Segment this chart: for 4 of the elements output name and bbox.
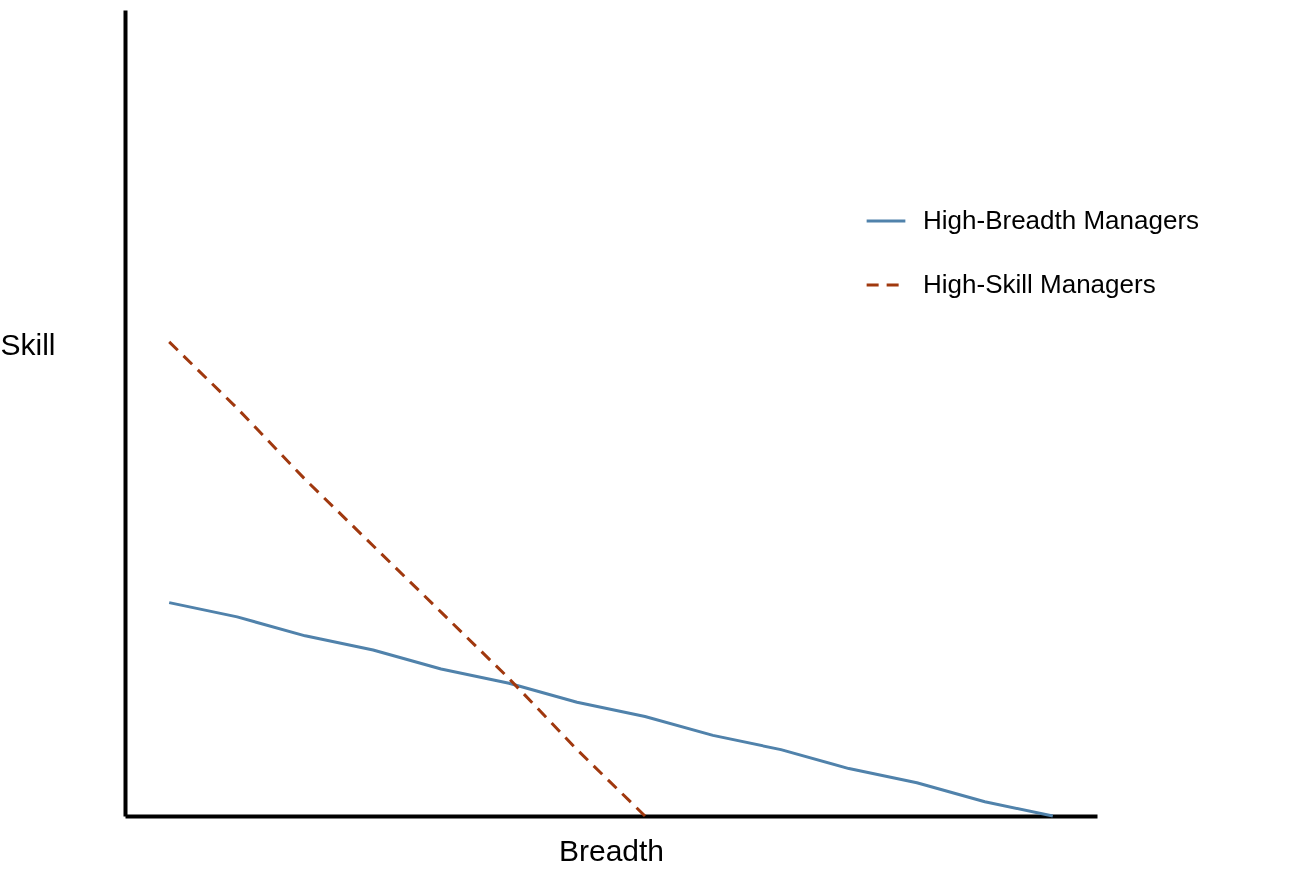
y-axis-title: Skill [0,327,56,361]
legend-label: High-Breadth Managers [923,205,1200,235]
x-axis-title: Breadth [558,833,665,867]
legend-label: High-Skill Managers [923,269,1156,299]
